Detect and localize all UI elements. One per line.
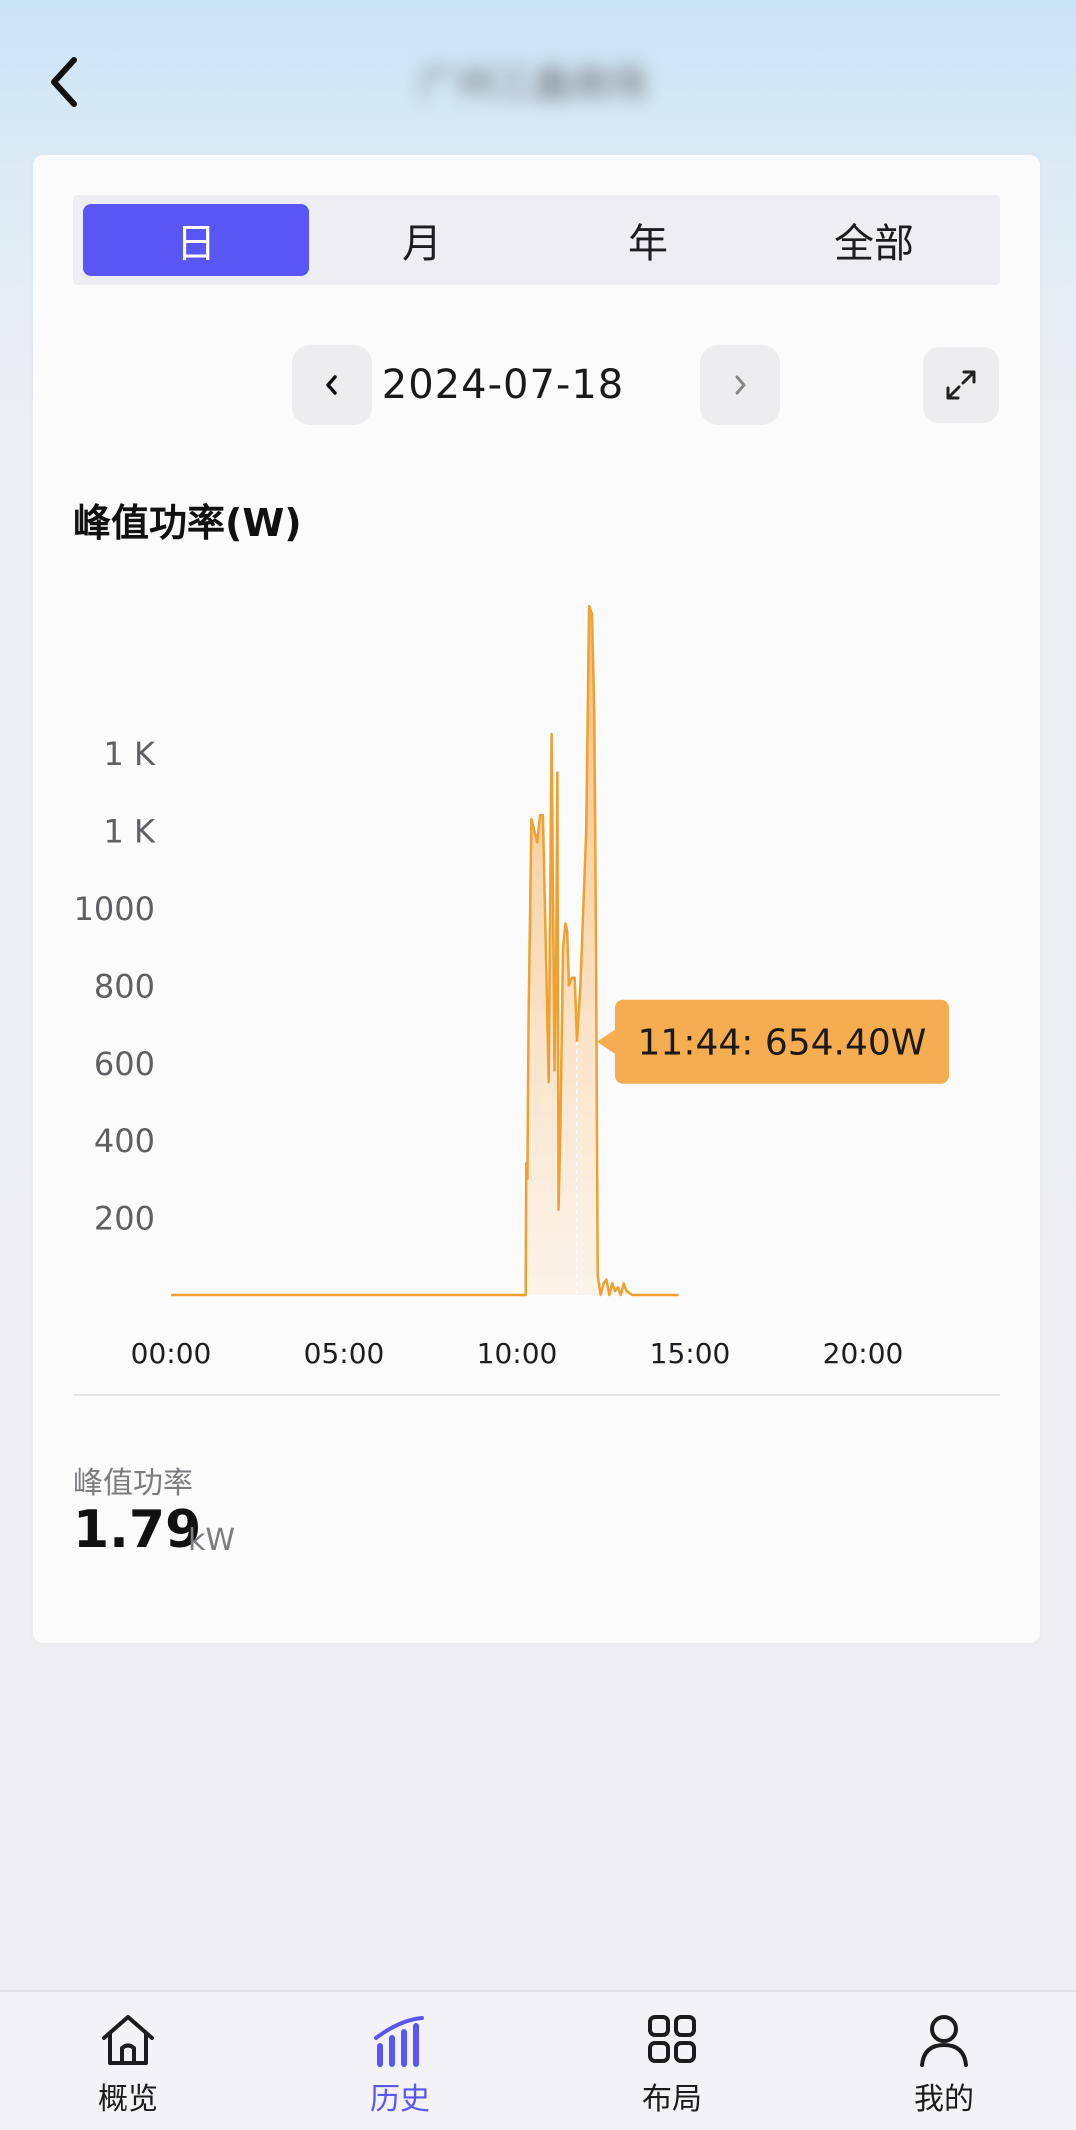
tooltip-label: 11:44: 654.40W <box>638 1023 927 1064</box>
series-area <box>171 604 679 1297</box>
divider <box>73 1394 1000 1396</box>
y-tick-label: 200 <box>94 1200 155 1238</box>
expand-button[interactable] <box>923 347 999 423</box>
x-tick-label: 05:00 <box>304 1337 385 1370</box>
expand-icon <box>946 370 976 400</box>
chart-tooltip: 11:44: 654.40W <box>575 999 949 1295</box>
page-title: 广州三鑫商场 <box>418 62 647 106</box>
tab-year[interactable]: 年 <box>628 221 668 267</box>
history-chart-icon <box>374 2016 424 2067</box>
nav-overview-label: 概览 <box>98 2082 158 2117</box>
user-icon <box>920 2015 968 2067</box>
x-tick-label: 00:00 <box>131 1337 212 1370</box>
x-tick-label: 15:00 <box>650 1337 731 1370</box>
series-area-fill <box>171 606 679 1295</box>
history-card: 日 月 年 全部 2024-07-18 峰值功率(W) <box>33 155 1040 1643</box>
series-line <box>171 604 679 1297</box>
nav-overview[interactable]: 概览 <box>58 2012 198 2122</box>
x-axis-ticks: 00:00 05:00 10:00 15:00 20:00 <box>131 1337 904 1370</box>
grid-icon <box>648 2015 696 2063</box>
tab-day[interactable]: 日 <box>83 204 309 276</box>
current-date[interactable]: 2024-07-18 <box>381 362 625 408</box>
date-navigator: 2024-07-18 <box>33 345 1040 427</box>
chevron-left-icon <box>326 375 337 395</box>
peak-power-label: 峰值功率 <box>73 1466 193 1501</box>
tab-month[interactable]: 月 <box>402 221 442 267</box>
y-tick-label: 600 <box>94 1045 155 1083</box>
nav-layout[interactable]: 布局 <box>602 2012 742 2122</box>
x-tick-label: 20:00 <box>823 1337 904 1370</box>
back-arrow-icon <box>51 57 77 107</box>
peak-power-unit: kW <box>188 1523 236 1558</box>
nav-layout-label: 布局 <box>642 2082 702 2117</box>
tooltip-pointer <box>596 1029 615 1054</box>
top-bar: 广州三鑫商场 <box>0 0 1076 160</box>
x-tick-label: 10:00 <box>477 1337 558 1370</box>
y-tick-label: 800 <box>94 967 155 1005</box>
tooltip-box <box>614 999 949 1084</box>
nav-history-label: 历史 <box>370 2082 430 2117</box>
chart-title: 峰值功率(W) <box>73 501 302 545</box>
y-tick-label: 1000 <box>74 890 155 928</box>
nav-mine[interactable]: 我的 <box>874 2012 1014 2122</box>
peak-power-chart[interactable]: 200 400 600 800 1000 1 K 1 K 00:00 05:00 10:00 15… <box>33 545 1040 1485</box>
chevron-right-icon <box>735 375 746 395</box>
back-button[interactable] <box>36 52 92 112</box>
prev-date-button[interactable] <box>292 345 372 425</box>
tab-all[interactable]: 全部 <box>834 221 914 267</box>
y-axis-ticks: 200 400 600 800 1000 1 K 1 K <box>74 735 156 1237</box>
y-tick-label: 1 K <box>103 735 156 773</box>
y-tick-label: 1 K <box>103 813 156 851</box>
next-date-button[interactable] <box>700 345 780 425</box>
bottom-nav: 概览 历史 布局 我的 <box>0 1990 1076 2130</box>
period-tabs: 日 月 年 全部 <box>73 195 1000 285</box>
peak-power-value: 1.79 <box>73 1500 202 1560</box>
nav-mine-label: 我的 <box>914 2082 974 2117</box>
home-icon <box>102 2015 154 2065</box>
y-tick-label: 400 <box>94 1122 155 1160</box>
nav-history[interactable]: 历史 <box>330 2012 470 2122</box>
